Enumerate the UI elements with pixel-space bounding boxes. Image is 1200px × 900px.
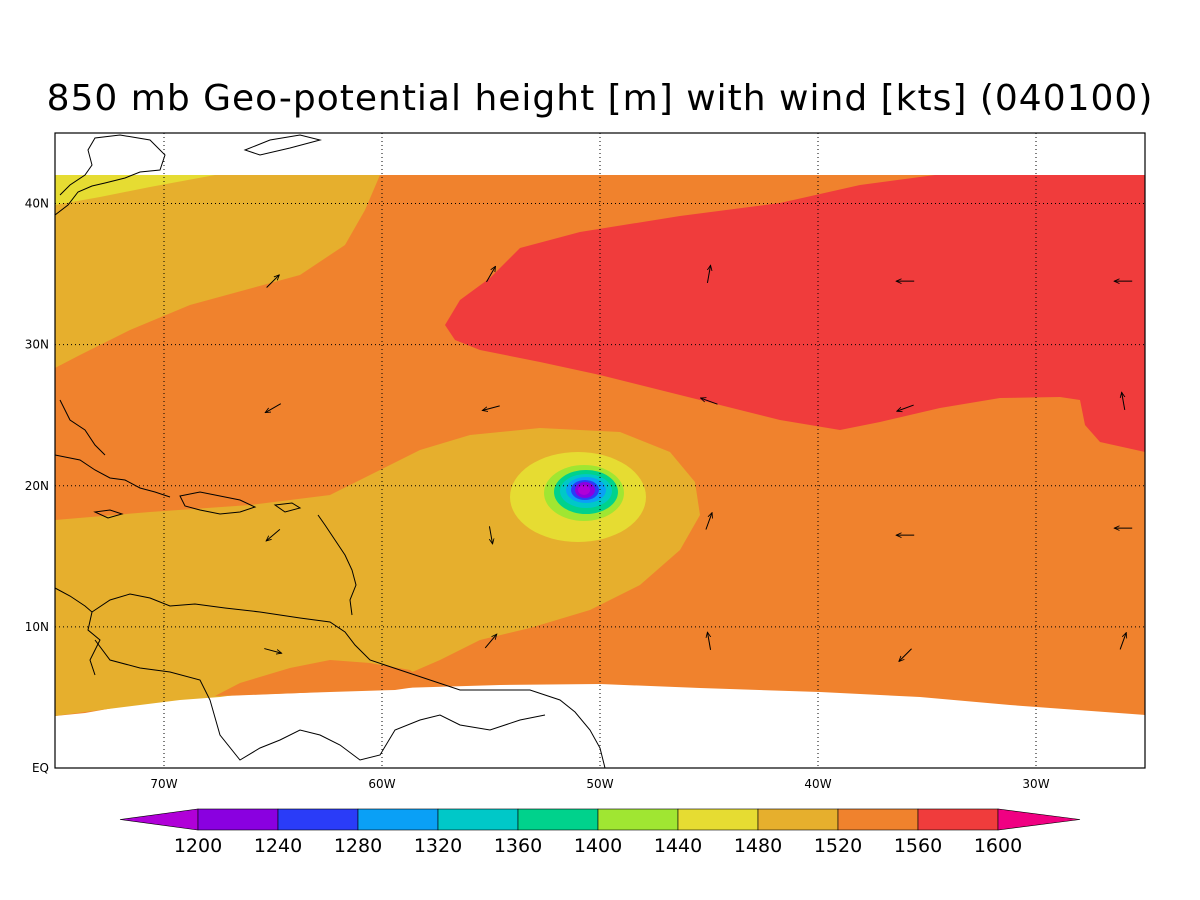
wind-arrow (1119, 633, 1126, 650)
wind-arrow (897, 404, 914, 411)
hispaniola-coast (179, 491, 257, 515)
colorbar-swatch (437, 808, 519, 831)
contour-fill-1520-coast (215, 660, 430, 696)
south-america-coast (91, 593, 606, 768)
colorbar-tick-label: 1600 (974, 835, 1022, 857)
coastlines (55, 134, 606, 768)
cyclone-low (510, 452, 646, 542)
colorbar-swatch (597, 808, 679, 831)
chart-title: 850 mb Geo-potential height [m] with win… (46, 78, 1154, 119)
colorbar-tick-label: 1560 (894, 835, 942, 857)
wind-arrow (265, 403, 282, 413)
lat-tick-label: 20N (25, 479, 49, 493)
plot-area (55, 133, 1145, 768)
lon-tick-label: 70W (150, 777, 177, 791)
wind-arrow (484, 634, 497, 649)
colorbar-min-extend (119, 808, 199, 831)
venezuela-interior (94, 639, 546, 761)
wind-arrow (899, 648, 912, 662)
cuba-coast (55, 454, 171, 498)
colorbar-swatch (357, 808, 439, 831)
colorbar-swatch (837, 808, 919, 831)
colorbar-tick-label: 1360 (494, 835, 542, 857)
lon-tick-labels: 70W 60W 50W 40W 30W (150, 777, 1049, 791)
lon-tick-label: 50W (586, 777, 613, 791)
colorbar-swatch (677, 808, 759, 831)
colombia-coast (55, 587, 101, 676)
nova-scotia-coast (243, 134, 322, 156)
colorbar-tick-label: 1520 (814, 835, 862, 857)
wind-arrow (707, 265, 710, 284)
lesser-antilles (317, 514, 357, 616)
colorbar-max-extend (997, 808, 1081, 831)
colorbar-tick-label: 1200 (174, 835, 222, 857)
lon-tick-label: 30W (1022, 777, 1049, 791)
colorbar-tick-label: 1480 (734, 835, 782, 857)
lat-tick-label: EQ (32, 761, 49, 775)
lon-tick-label: 60W (368, 777, 395, 791)
contour-fill-1440-corner (55, 175, 215, 205)
grid-lines (55, 133, 1145, 768)
wind-arrow (705, 513, 712, 530)
colorbar-swatch (197, 808, 279, 831)
lon-tick-label: 40W (804, 777, 831, 791)
wind-arrow (701, 398, 718, 405)
wind-arrow (264, 648, 281, 654)
contour-core (578, 485, 590, 495)
wind-vectors (264, 265, 1133, 662)
wind-arrow (489, 526, 492, 544)
jamaica-coast (93, 509, 124, 519)
colorbar-tick-label: 1280 (334, 835, 382, 857)
lat-tick-label: 40N (25, 197, 49, 211)
wind-arrow (266, 528, 281, 541)
north-america-coast (55, 134, 166, 216)
colorbar-tick-label: 1320 (414, 835, 462, 857)
colorbar: 1200 1240 1280 1320 1360 1400 1440 1480 1520 1560… (119, 808, 1081, 857)
wind-arrow (1122, 392, 1125, 411)
colorbar-tick-label: 1440 (654, 835, 702, 857)
contour-fill-1560 (445, 175, 1145, 452)
wind-arrow (266, 275, 280, 288)
colorbar-swatch (917, 808, 999, 831)
puerto-rico-coast (273, 502, 302, 513)
colorbar-tick-label: 1240 (254, 835, 302, 857)
colorbar-tick-label: 1400 (574, 835, 622, 857)
wind-arrow (486, 266, 496, 283)
lat-tick-label: 10N (25, 620, 49, 634)
colorbar-swatch (517, 808, 599, 831)
wind-arrow (707, 632, 710, 650)
contour-fill-1480-west (55, 175, 380, 368)
wind-arrow (482, 405, 500, 411)
bahamas (59, 399, 106, 456)
colorbar-swatch (757, 808, 839, 831)
lat-tick-label: 30N (25, 338, 49, 352)
plot-frame (54, 132, 1146, 769)
lat-tick-labels: EQ 10N 20N 30N 40N (25, 197, 49, 775)
colorbar-swatch (277, 808, 359, 831)
